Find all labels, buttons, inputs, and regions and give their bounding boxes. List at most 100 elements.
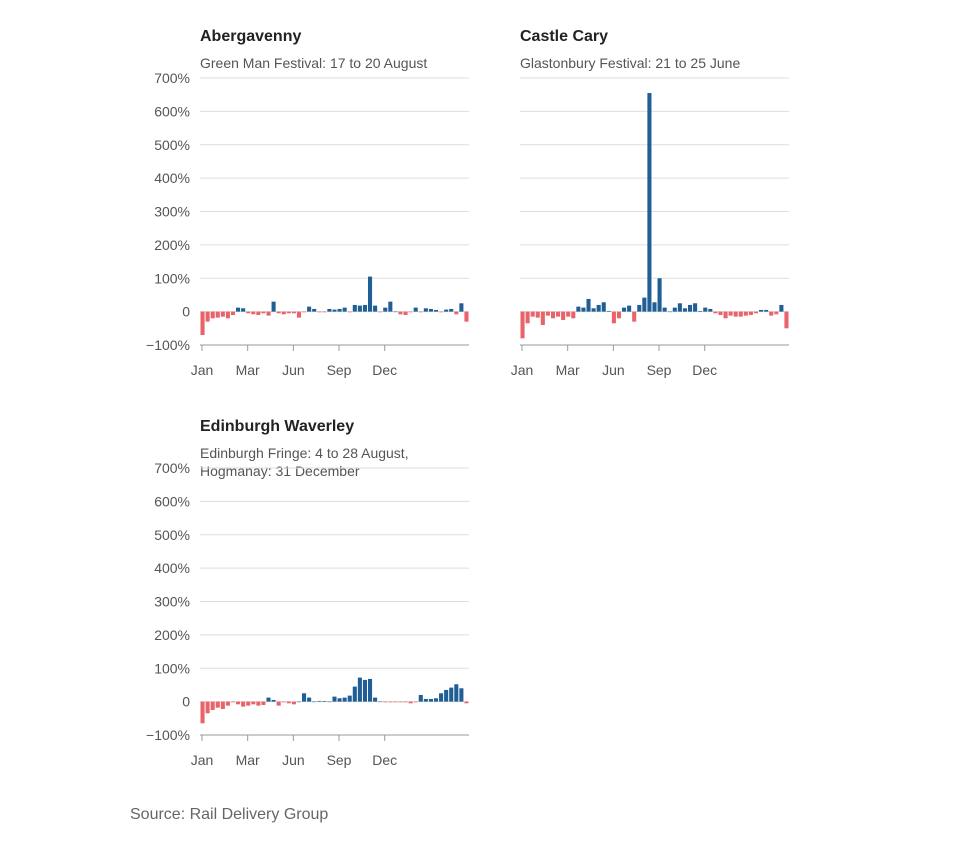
bar <box>601 302 606 312</box>
bar <box>693 303 698 312</box>
x-tick-label: Jan <box>191 752 214 768</box>
x-tick-label: Jun <box>602 362 625 378</box>
bar <box>723 311 728 319</box>
bar <box>652 302 657 312</box>
bar <box>388 301 393 312</box>
bar <box>352 686 357 702</box>
bar <box>606 310 611 312</box>
bar <box>454 311 459 315</box>
y-tick-label: 500% <box>154 527 190 543</box>
bar <box>444 309 449 312</box>
bar <box>459 303 464 312</box>
bar <box>357 305 362 312</box>
bar <box>525 311 530 324</box>
bar <box>230 701 236 703</box>
bar <box>672 307 677 312</box>
y-tick-label: 500% <box>154 137 190 153</box>
bar <box>383 701 388 703</box>
bar <box>215 701 220 708</box>
bar <box>647 93 652 312</box>
bar <box>286 701 291 704</box>
bar <box>307 697 312 702</box>
y-tick-label: 700% <box>154 70 190 86</box>
bar-chart-abergavenny: −100% 0 100% 200% 300% 400% 500% 600% 700% Jan Mar… <box>146 70 469 378</box>
bar <box>200 311 205 335</box>
bar <box>667 311 672 313</box>
bar <box>378 701 383 703</box>
bar <box>779 304 784 312</box>
bar <box>413 701 418 703</box>
y-tick-label: 400% <box>154 170 190 186</box>
bar <box>393 311 398 313</box>
bar <box>327 701 332 703</box>
bar <box>769 311 774 316</box>
y-tick-label: 0 <box>182 694 190 710</box>
bar <box>743 311 748 316</box>
bar <box>738 311 743 317</box>
bar <box>413 307 418 312</box>
panel-title: Castle Cary <box>520 28 609 45</box>
bar <box>347 311 352 313</box>
bar <box>677 303 682 312</box>
bar <box>378 311 383 313</box>
bar <box>332 696 337 702</box>
bar <box>362 304 367 312</box>
bar <box>774 311 779 315</box>
bar <box>281 701 286 703</box>
bar <box>210 701 215 710</box>
bar <box>256 701 261 706</box>
bar <box>545 311 550 316</box>
panel-castle-cary: Castle Cary Glastonbury Festival: 21 to … <box>450 10 789 390</box>
bar <box>454 684 459 702</box>
bar <box>246 701 251 706</box>
bar <box>622 307 627 312</box>
bar <box>266 697 271 702</box>
bar-chart-castle-cary: Jan Mar Jun Sep Dec <box>511 77 789 378</box>
bar <box>271 301 276 312</box>
bar <box>286 311 291 314</box>
y-tick-label: −100% <box>146 337 190 353</box>
bar <box>291 311 296 314</box>
bar <box>662 307 667 312</box>
bar <box>271 699 276 702</box>
bar <box>433 698 439 702</box>
bar <box>337 308 342 312</box>
bar <box>225 311 230 319</box>
bar <box>703 307 708 312</box>
bar <box>464 311 469 322</box>
bar <box>433 309 439 312</box>
panel-subtitle: Glastonbury Festival: 21 to 25 June <box>520 55 741 71</box>
bar <box>535 311 540 318</box>
bar <box>423 308 428 312</box>
bar <box>205 311 210 322</box>
bar <box>388 701 393 703</box>
bar <box>566 311 571 317</box>
bar <box>444 689 449 702</box>
x-tick-label: Mar <box>236 752 260 768</box>
source-note: Source: Rail Delivery Group <box>130 806 329 823</box>
bar <box>342 697 347 702</box>
panel-subtitle: Green Man Festival: 17 to 20 August <box>200 55 428 71</box>
bar <box>713 311 718 314</box>
bar <box>657 278 662 312</box>
bar <box>367 276 373 312</box>
bar <box>200 701 205 724</box>
bar <box>281 311 286 315</box>
bar <box>733 311 738 317</box>
bar <box>246 311 251 314</box>
x-tick-label: Sep <box>647 362 672 378</box>
bar <box>403 311 408 315</box>
bar <box>408 311 413 313</box>
bar <box>627 305 632 312</box>
bar <box>398 311 403 315</box>
panel-title: Abergavenny <box>200 28 302 45</box>
bar <box>540 311 545 325</box>
bar <box>423 698 428 702</box>
bar <box>418 311 423 313</box>
x-tick-label: Jun <box>282 362 305 378</box>
bar <box>317 700 322 702</box>
x-tick-label: Mar <box>236 362 260 378</box>
bar <box>322 700 327 702</box>
panel-edinburgh-waverley: Edinburgh Waverley Edinburgh Fringe: 4 t… <box>130 400 469 780</box>
bar <box>439 311 444 313</box>
